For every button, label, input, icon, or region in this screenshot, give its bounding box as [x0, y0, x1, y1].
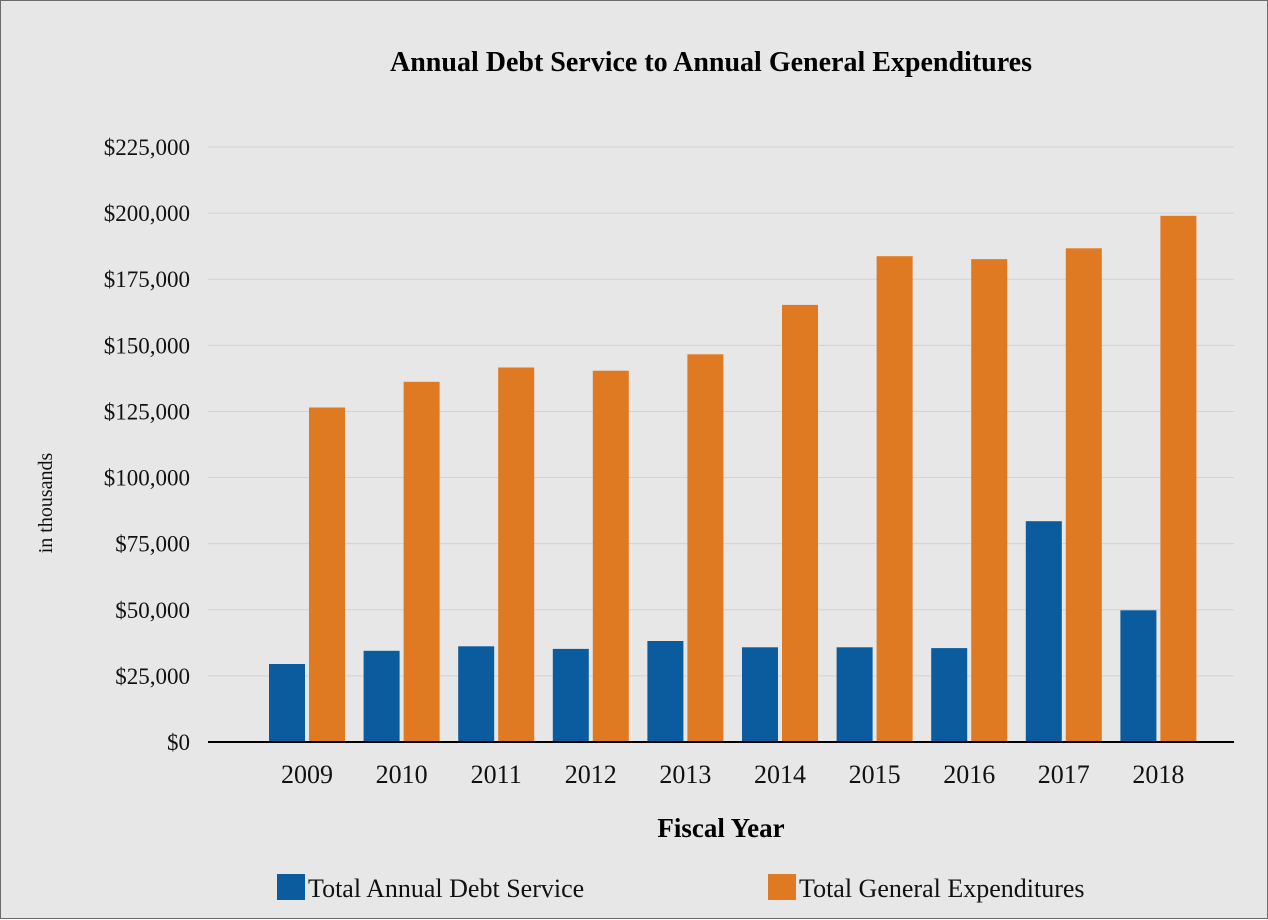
- x-axis-ticks: 2009 2010 2011 2012 2013 2014 2015 2016 2017 2018: [281, 760, 1184, 789]
- y-tick-label: $50,000: [115, 598, 190, 623]
- legend-label-debt-service: Total Annual Debt Service: [308, 874, 584, 903]
- y-tick-label: $150,000: [104, 333, 190, 358]
- y-tick-label: $200,000: [104, 201, 190, 226]
- x-axis-label: Fiscal Year: [657, 813, 784, 843]
- bar-debt-service-2011: [458, 646, 495, 742]
- bar-general-expenditures-2010: [403, 381, 440, 742]
- y-tick-label: $100,000: [104, 466, 190, 491]
- bar-general-expenditures-2018: [1160, 215, 1197, 743]
- bar-general-expenditures-2013: [687, 354, 724, 742]
- y-axis-label: in thousands: [35, 453, 57, 554]
- bar-general-expenditures-2015: [876, 256, 913, 742]
- x-tick-label: 2018: [1132, 760, 1184, 789]
- x-tick-label: 2016: [943, 760, 995, 789]
- y-tick-label: $0: [167, 730, 190, 755]
- bar-general-expenditures-2016: [971, 259, 1008, 742]
- x-tick-label: 2015: [849, 760, 901, 789]
- x-tick-label: 2011: [471, 760, 522, 789]
- bar-general-expenditures-2017: [1065, 248, 1102, 743]
- bar-general-expenditures-2009: [309, 407, 345, 742]
- x-tick-label: 2017: [1038, 760, 1090, 789]
- bar-general-expenditures-2011: [498, 367, 535, 742]
- x-tick-label: 2012: [565, 760, 617, 789]
- bar-debt-service-2018: [1120, 610, 1157, 742]
- bar-debt-service-2009: [269, 664, 305, 742]
- y-tick-label: $225,000: [104, 135, 190, 160]
- bar-debt-service-2015: [836, 647, 873, 742]
- bar-debt-service-2016: [931, 648, 968, 742]
- bar-debt-service-2013: [647, 641, 684, 742]
- bar-debt-service-2012: [552, 648, 589, 742]
- bar-debt-service-2014: [742, 647, 778, 742]
- y-axis-ticks: $0 $25,000 $50,000 $75,000 $100,000 $125,000 $…: [104, 135, 190, 755]
- y-tick-label: $75,000: [115, 532, 190, 557]
- bars: [269, 215, 1197, 743]
- legend: Total Annual Debt Service Total General …: [277, 874, 1085, 903]
- x-tick-label: 2014: [754, 760, 806, 789]
- x-tick-label: 2010: [376, 760, 428, 789]
- bar-debt-service-2017: [1025, 521, 1062, 742]
- x-tick-label: 2009: [281, 760, 333, 789]
- bar-general-expenditures-2012: [592, 370, 629, 742]
- bar-general-expenditures-2014: [782, 304, 818, 742]
- bar-debt-service-2010: [363, 650, 400, 742]
- legend-label-general-expenditures: Total General Expenditures: [799, 874, 1085, 903]
- y-tick-label: $125,000: [104, 399, 190, 424]
- legend-swatch-debt-service: [277, 874, 305, 900]
- y-tick-label: $25,000: [115, 664, 190, 689]
- legend-swatch-general-expenditures: [768, 874, 796, 900]
- x-tick-label: 2013: [659, 760, 711, 789]
- chart-title: Annual Debt Service to Annual General Ex…: [390, 47, 1032, 78]
- y-tick-label: $175,000: [104, 267, 190, 292]
